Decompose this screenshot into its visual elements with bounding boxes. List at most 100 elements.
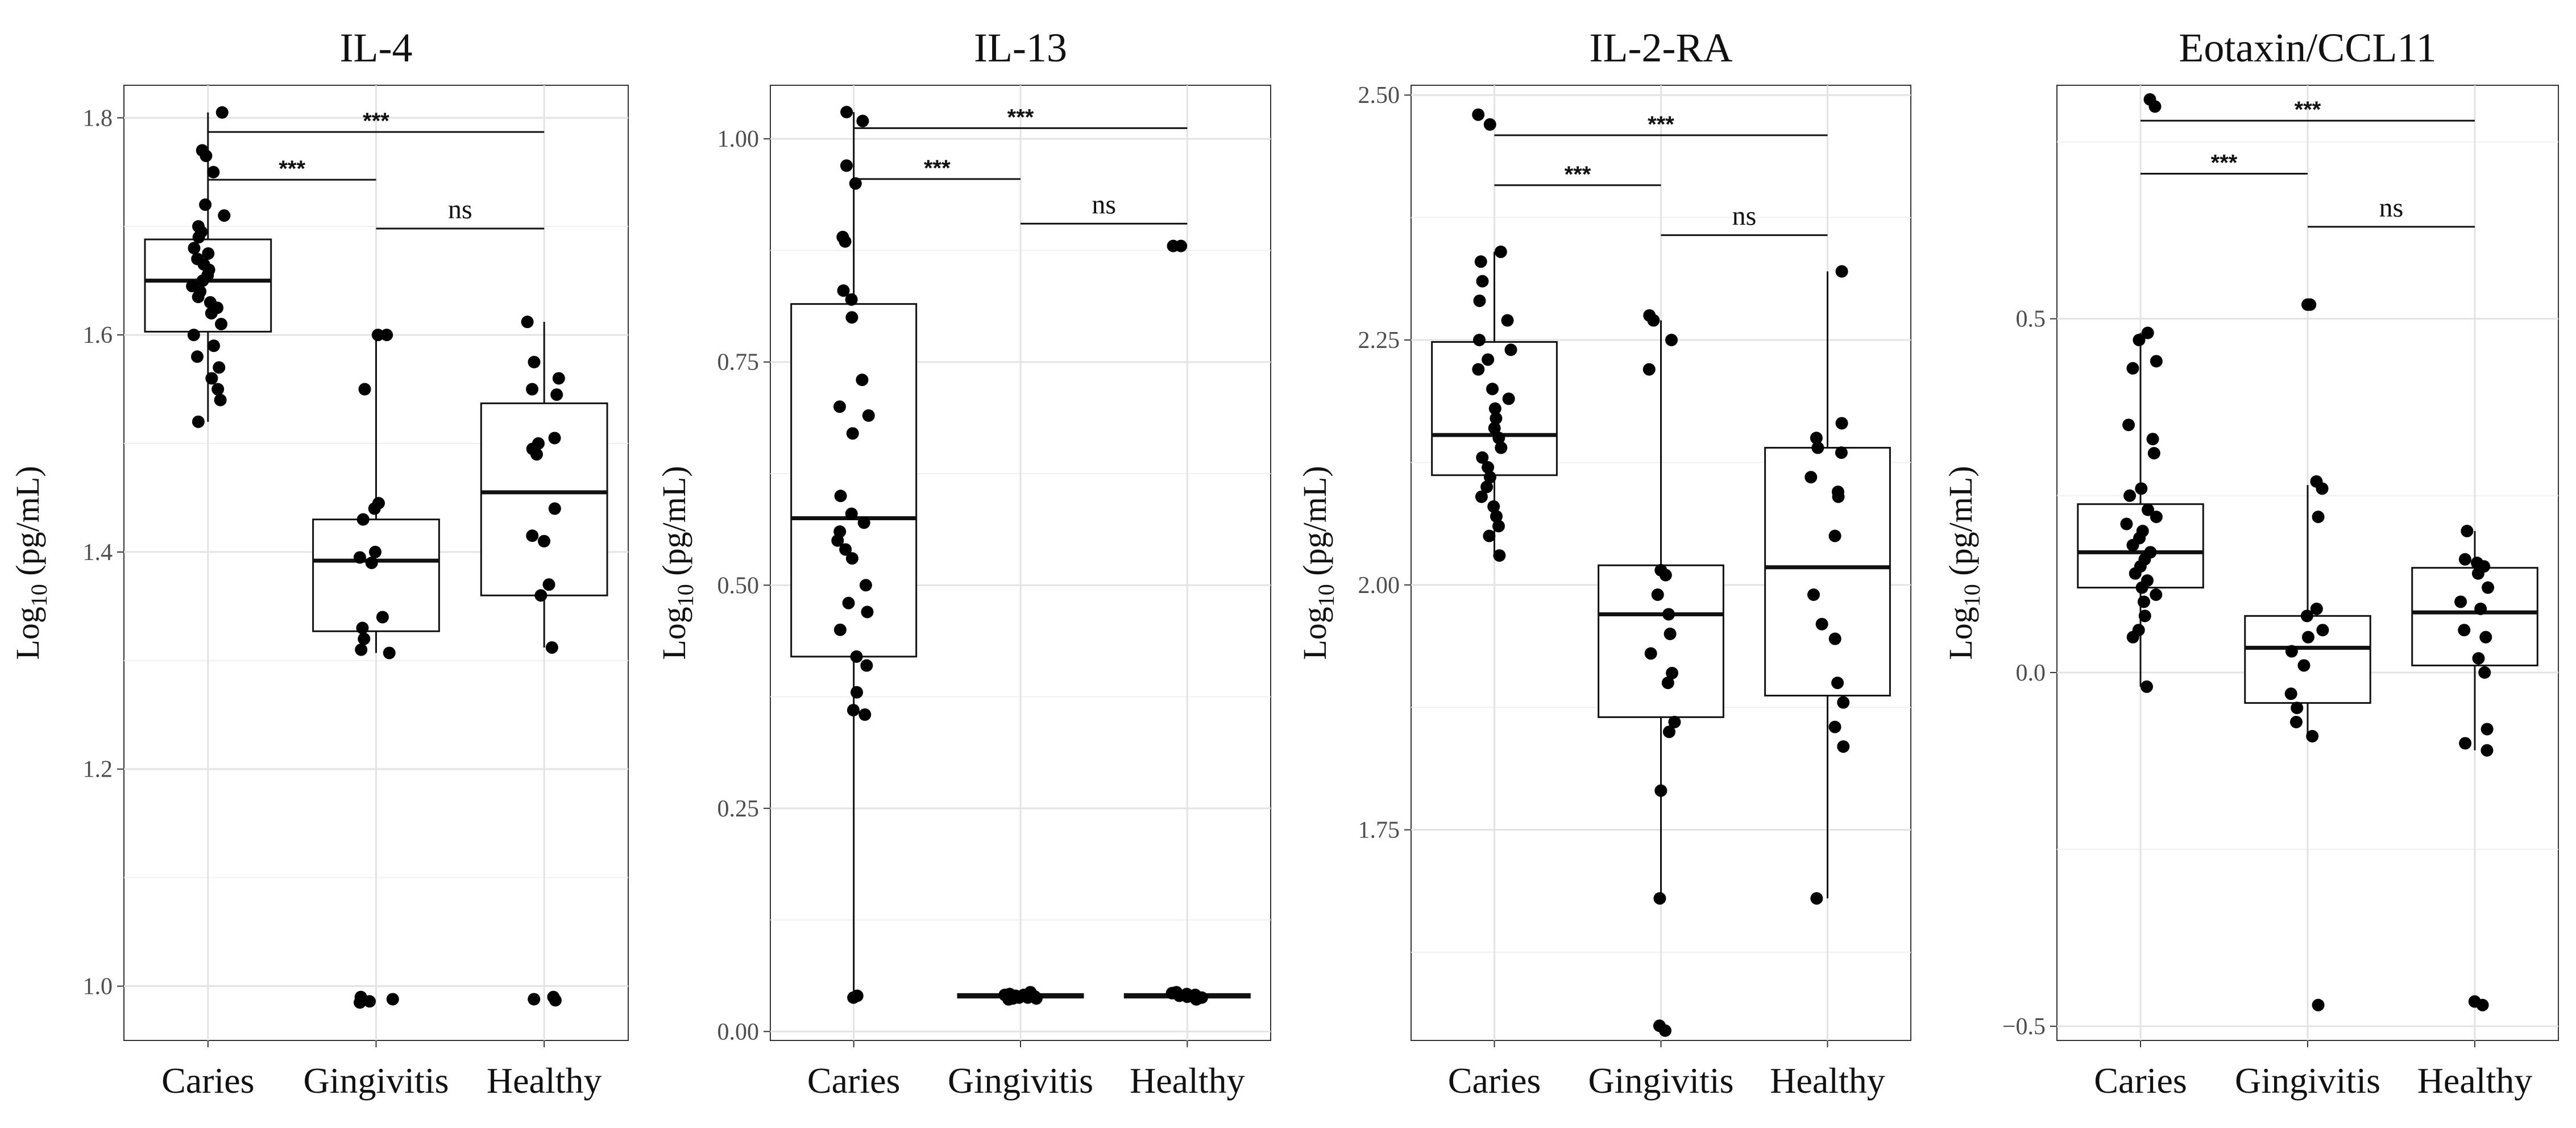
data-point xyxy=(207,165,220,179)
data-point xyxy=(1476,451,1489,464)
y-tick-label: −0.5 xyxy=(2002,1014,2046,1040)
data-point xyxy=(1837,740,1850,753)
data-point xyxy=(839,235,852,248)
data-point xyxy=(1835,417,1848,430)
data-point xyxy=(2458,553,2471,566)
chart-panel: −0.5 0.0 0.5 Caries Gingivitis Healthy *** *** n… xyxy=(1942,25,2559,1101)
data-point xyxy=(1828,632,1841,645)
data-point xyxy=(1832,490,1845,503)
data-point xyxy=(521,316,534,329)
data-point xyxy=(530,448,544,461)
data-point xyxy=(1653,892,1666,905)
y-tick-label: 0.5 xyxy=(2016,306,2046,333)
box xyxy=(2411,567,2538,666)
data-point xyxy=(200,150,213,163)
data-point xyxy=(1487,500,1500,513)
data-point xyxy=(358,383,371,396)
chart-title: IL-4 xyxy=(340,25,413,70)
data-point xyxy=(2126,631,2139,644)
data-point xyxy=(847,991,860,1004)
data-point xyxy=(1831,677,1844,690)
data-point xyxy=(368,502,381,515)
data-point xyxy=(1665,334,1678,346)
box xyxy=(1598,564,1724,718)
data-point xyxy=(834,490,847,503)
data-point xyxy=(1472,334,1486,346)
data-point xyxy=(1483,529,1496,542)
data-point xyxy=(2316,624,2329,637)
y-tick-label: 0.25 xyxy=(717,796,760,822)
data-point xyxy=(528,355,541,368)
significance-label: *** xyxy=(924,156,951,181)
data-point xyxy=(1815,617,1828,631)
data-point xyxy=(1502,392,1515,405)
data-point xyxy=(192,231,205,244)
data-point xyxy=(2454,595,2467,608)
data-point xyxy=(1828,720,1841,733)
box xyxy=(480,402,608,596)
x-tick-label: Healthy xyxy=(2417,1060,2533,1101)
data-point xyxy=(1483,471,1496,484)
data-point xyxy=(2289,716,2303,728)
x-tick-label: Gingivitis xyxy=(948,1060,1093,1101)
data-point xyxy=(847,704,860,717)
data-point xyxy=(1002,993,1015,1006)
y-tick-label: 1.4 xyxy=(83,540,113,566)
data-point xyxy=(1651,588,1664,601)
data-point xyxy=(1644,647,1657,660)
data-point xyxy=(1810,432,1823,445)
data-point xyxy=(534,589,547,602)
data-point xyxy=(526,529,539,542)
data-point xyxy=(858,708,872,721)
data-point xyxy=(833,623,847,636)
y-tick-label: 1.00 xyxy=(717,126,760,152)
data-point xyxy=(2297,659,2310,672)
chart-title: IL-13 xyxy=(974,25,1067,70)
y-tick-label: 2.00 xyxy=(1358,573,1400,599)
x-tick-label: Caries xyxy=(1448,1060,1541,1101)
data-point xyxy=(1482,461,1495,474)
data-point xyxy=(188,242,201,255)
data-point xyxy=(354,996,367,1009)
chart-panel: 1.75 2.00 2.25 2.50 Caries Gingivitis Healthy *… xyxy=(1296,25,1911,1101)
data-point xyxy=(548,432,561,445)
significance-label: *** xyxy=(279,156,305,181)
y-tick-label: 2.25 xyxy=(1358,327,1400,354)
data-point xyxy=(1494,245,1507,258)
data-point xyxy=(2312,511,2325,524)
y-axis-label-unit: (pg/mL) xyxy=(9,466,46,584)
data-point xyxy=(365,557,378,569)
data-point xyxy=(839,543,852,556)
x-tick-label: Gingivitis xyxy=(2235,1060,2380,1101)
data-point xyxy=(1190,993,1203,1006)
data-point xyxy=(1490,510,1503,523)
data-point xyxy=(2142,503,2155,516)
data-point xyxy=(1482,353,1495,366)
data-point xyxy=(2122,418,2135,432)
significance-label: ns xyxy=(1732,201,1757,231)
data-point xyxy=(1835,265,1848,278)
x-tick-label: Healthy xyxy=(1130,1060,1245,1101)
x-tick-label: Healthy xyxy=(487,1060,602,1101)
data-point xyxy=(208,339,221,353)
data-point xyxy=(380,329,393,342)
data-point xyxy=(2285,645,2298,658)
x-tick-label: Gingivitis xyxy=(1588,1060,1733,1101)
data-point xyxy=(190,350,204,363)
data-point xyxy=(2480,723,2494,736)
data-point xyxy=(196,274,209,287)
data-point xyxy=(1488,422,1501,435)
data-point xyxy=(538,534,551,548)
data-point xyxy=(2301,631,2314,644)
data-point xyxy=(1654,784,1667,797)
y-axis-label-subscript: 10 xyxy=(26,584,52,607)
data-point xyxy=(845,507,858,520)
data-point xyxy=(1642,363,1656,376)
data-point xyxy=(1504,343,1517,356)
significance-label: *** xyxy=(1007,105,1034,130)
data-point xyxy=(215,318,228,330)
y-axis-label: Log10 (pg/mL) xyxy=(656,466,698,660)
data-point xyxy=(1490,412,1503,425)
data-point xyxy=(383,646,396,660)
data-point xyxy=(2476,998,2489,1011)
